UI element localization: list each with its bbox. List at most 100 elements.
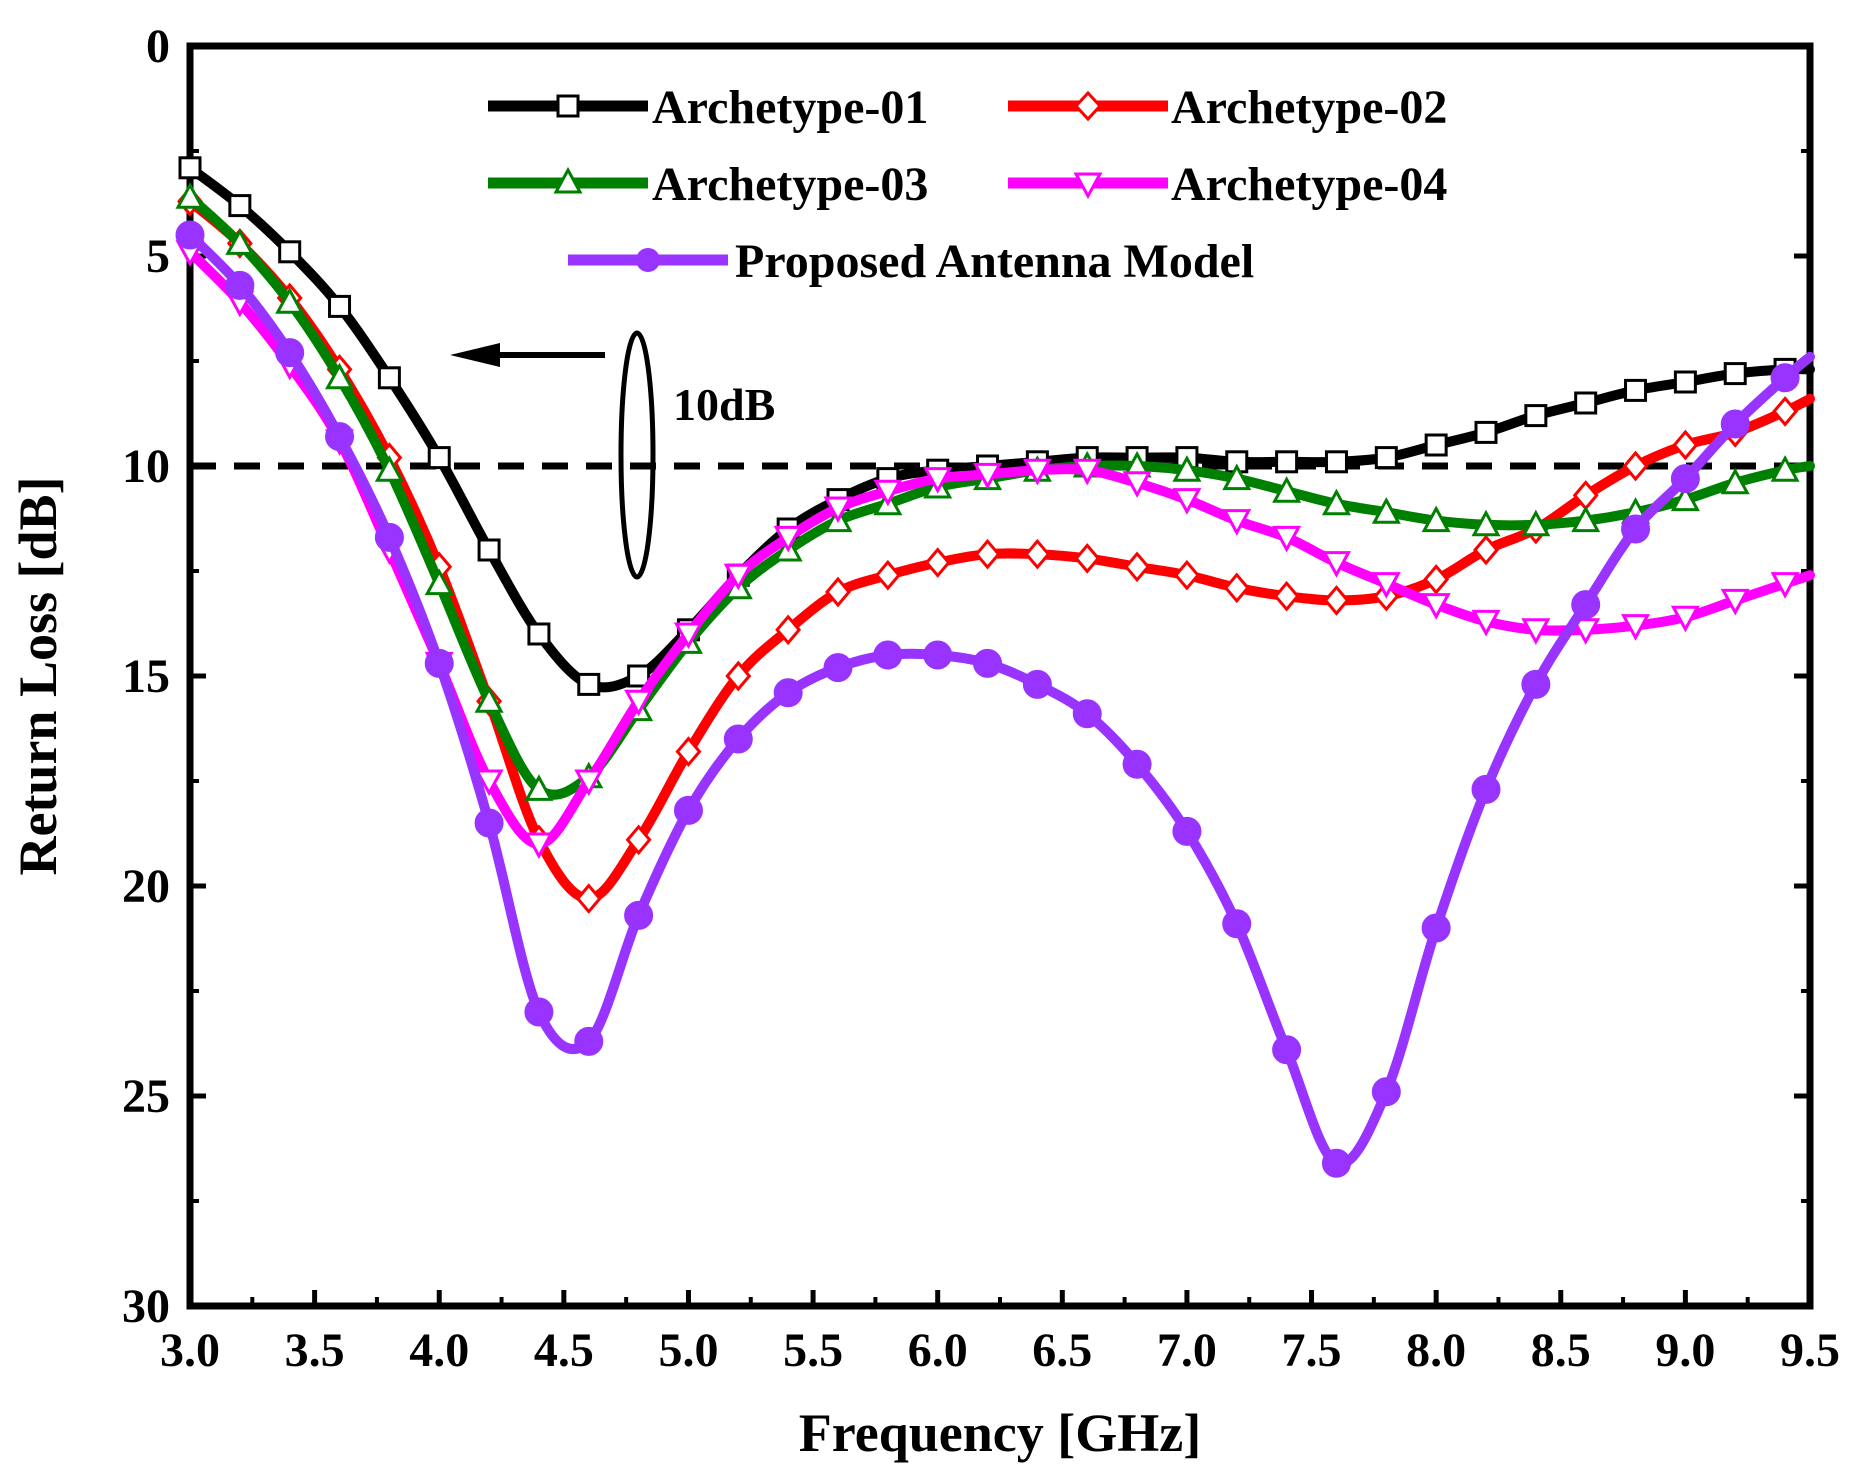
data-point-archetype-01	[1574, 391, 1598, 415]
x-tick-label: 7.0	[1157, 1324, 1217, 1377]
data-point-archetype-02	[625, 824, 652, 856]
data-point-archetype-04	[673, 622, 703, 650]
data-point-archetype-03	[275, 287, 305, 314]
data-point-proposed-antenna-model	[1122, 749, 1152, 779]
data-point-proposed-antenna-model	[823, 653, 853, 683]
data-point-proposed-antenna-model	[923, 640, 953, 670]
data-point-archetype-04	[1471, 609, 1501, 637]
legend-marker-archetype-02	[1073, 90, 1103, 122]
x-tick-label: 5.0	[658, 1324, 718, 1377]
y-axis-title: Return Loss [dB]	[8, 476, 68, 875]
data-point-archetype-02	[1074, 543, 1101, 574]
data-point-archetype-02	[1024, 538, 1051, 570]
data-point-proposed-antenna-model	[624, 900, 654, 930]
data-point-archetype-03	[175, 182, 205, 209]
data-point-archetype-04	[773, 525, 803, 553]
data-point-proposed-antenna-model	[973, 648, 1003, 678]
data-point-archetype-04	[1371, 572, 1401, 599]
x-tick-label: 4.0	[409, 1324, 469, 1377]
data-point-archetype-03	[1521, 509, 1551, 537]
data-point-archetype-02	[1772, 396, 1799, 427]
data-point-proposed-antenna-model	[1421, 913, 1451, 943]
legend-item-archetype-03: Archetype-03	[488, 158, 928, 211]
data-point-archetype-03	[325, 362, 355, 390]
data-point-proposed-antenna-model	[574, 1026, 604, 1056]
legend-marker-archetype-01	[556, 94, 580, 118]
legend-label-archetype-01: Archetype-01	[652, 81, 928, 134]
data-point-archetype-01	[1374, 446, 1398, 470]
y-tick-label: 30	[122, 1280, 170, 1333]
data-point-proposed-antenna-model	[1222, 909, 1252, 939]
data-point-archetype-01	[577, 672, 601, 696]
data-point-archetype-04	[1621, 614, 1651, 641]
data-point-proposed-antenna-model	[175, 220, 205, 250]
data-point-archetype-04	[823, 496, 853, 524]
data-point-archetype-03	[524, 774, 554, 801]
data-point-archetype-03	[474, 686, 504, 713]
data-point-archetype-03	[424, 568, 454, 596]
data-point-archetype-01	[627, 664, 651, 688]
y-axis: 0 5 10 15 20 25 30	[122, 20, 1810, 1333]
x-tick-label: 3.0	[160, 1324, 220, 1377]
data-point-archetype-01	[427, 446, 451, 470]
x-axis-title: Frequency [GHz]	[799, 1403, 1201, 1463]
annotation-10db: 10dB	[450, 330, 775, 580]
x-tick-label: 4.5	[534, 1324, 594, 1377]
y-tick-label: 25	[122, 1070, 170, 1123]
data-point-proposed-antenna-model	[1770, 363, 1800, 393]
data-point-archetype-01	[527, 622, 551, 646]
data-point-archetype-04	[1172, 488, 1202, 515]
data-point-archetype-01	[1324, 450, 1348, 474]
series-line-proposed-antenna-model	[185, 230, 1815, 1169]
series-proposed-antenna-model	[175, 220, 1815, 1178]
annotation-label: 10dB	[673, 379, 775, 430]
data-point-archetype-04	[574, 769, 604, 797]
data-point-proposed-antenna-model	[325, 422, 355, 452]
annotation-ellipse	[618, 330, 656, 580]
data-point-archetype-03	[1571, 505, 1601, 533]
legend-item-proposed-antenna-model: Proposed Antenna Model	[568, 235, 1254, 288]
x-axis: 3.0 3.5 4.0 4.5 5.0 5.5 6.0 6.5 7.0 7.5 8.0 8.5 9.0 9…	[160, 1290, 1840, 1377]
data-point-archetype-03	[1421, 505, 1451, 533]
data-point-archetype-01	[1524, 404, 1548, 428]
data-point-archetype-01	[477, 538, 501, 562]
data-point-archetype-02	[974, 538, 1001, 570]
x-tick-label: 8.5	[1531, 1324, 1591, 1377]
data-point-proposed-antenna-model	[524, 997, 554, 1027]
data-point-archetype-04	[524, 832, 554, 860]
legend-label-archetype-03: Archetype-03	[652, 158, 928, 211]
data-point-archetype-04	[923, 467, 953, 494]
data-point-proposed-antenna-model	[1321, 1148, 1351, 1178]
legend: Archetype-01 Archetype-02 Archetype-03 A…	[488, 81, 1447, 288]
y-tick-label: 5	[146, 230, 170, 283]
data-point-archetype-02	[874, 559, 901, 591]
data-point-archetype-02	[1273, 580, 1300, 612]
data-point-archetype-04	[1421, 593, 1451, 620]
data-point-proposed-antenna-model	[1670, 464, 1700, 494]
data-point-archetype-03	[1770, 455, 1800, 482]
data-point-archetype-04	[1720, 588, 1750, 616]
data-point-archetype-02	[1423, 564, 1450, 595]
x-tick-label: 5.5	[783, 1324, 843, 1377]
data-point-archetype-04	[1272, 525, 1302, 553]
y-tick-label: 20	[122, 860, 170, 913]
data-point-archetype-04	[1670, 605, 1700, 633]
data-point-archetype-03	[225, 228, 255, 255]
annotation-arrow-head	[450, 343, 500, 367]
x-tick-label: 6.0	[908, 1324, 968, 1377]
data-point-proposed-antenna-model	[1172, 816, 1202, 846]
legend-label-proposed-antenna-model: Proposed Antenna Model	[735, 235, 1254, 288]
data-point-archetype-02	[1473, 534, 1499, 566]
data-point-archetype-02	[1173, 559, 1200, 591]
data-point-proposed-antenna-model	[1621, 514, 1651, 544]
data-point-archetype-04	[873, 479, 903, 507]
data-point-archetype-01	[278, 240, 302, 264]
data-point-archetype-04	[1770, 572, 1800, 599]
data-point-archetype-01	[1723, 362, 1747, 386]
y-tick-label: 15	[122, 650, 170, 703]
x-tick-label: 8.0	[1406, 1324, 1466, 1377]
data-point-archetype-02	[1223, 572, 1250, 604]
data-point-archetype-02	[675, 736, 702, 767]
data-point-archetype-04	[1521, 618, 1551, 645]
data-point-proposed-antenna-model	[673, 795, 703, 825]
